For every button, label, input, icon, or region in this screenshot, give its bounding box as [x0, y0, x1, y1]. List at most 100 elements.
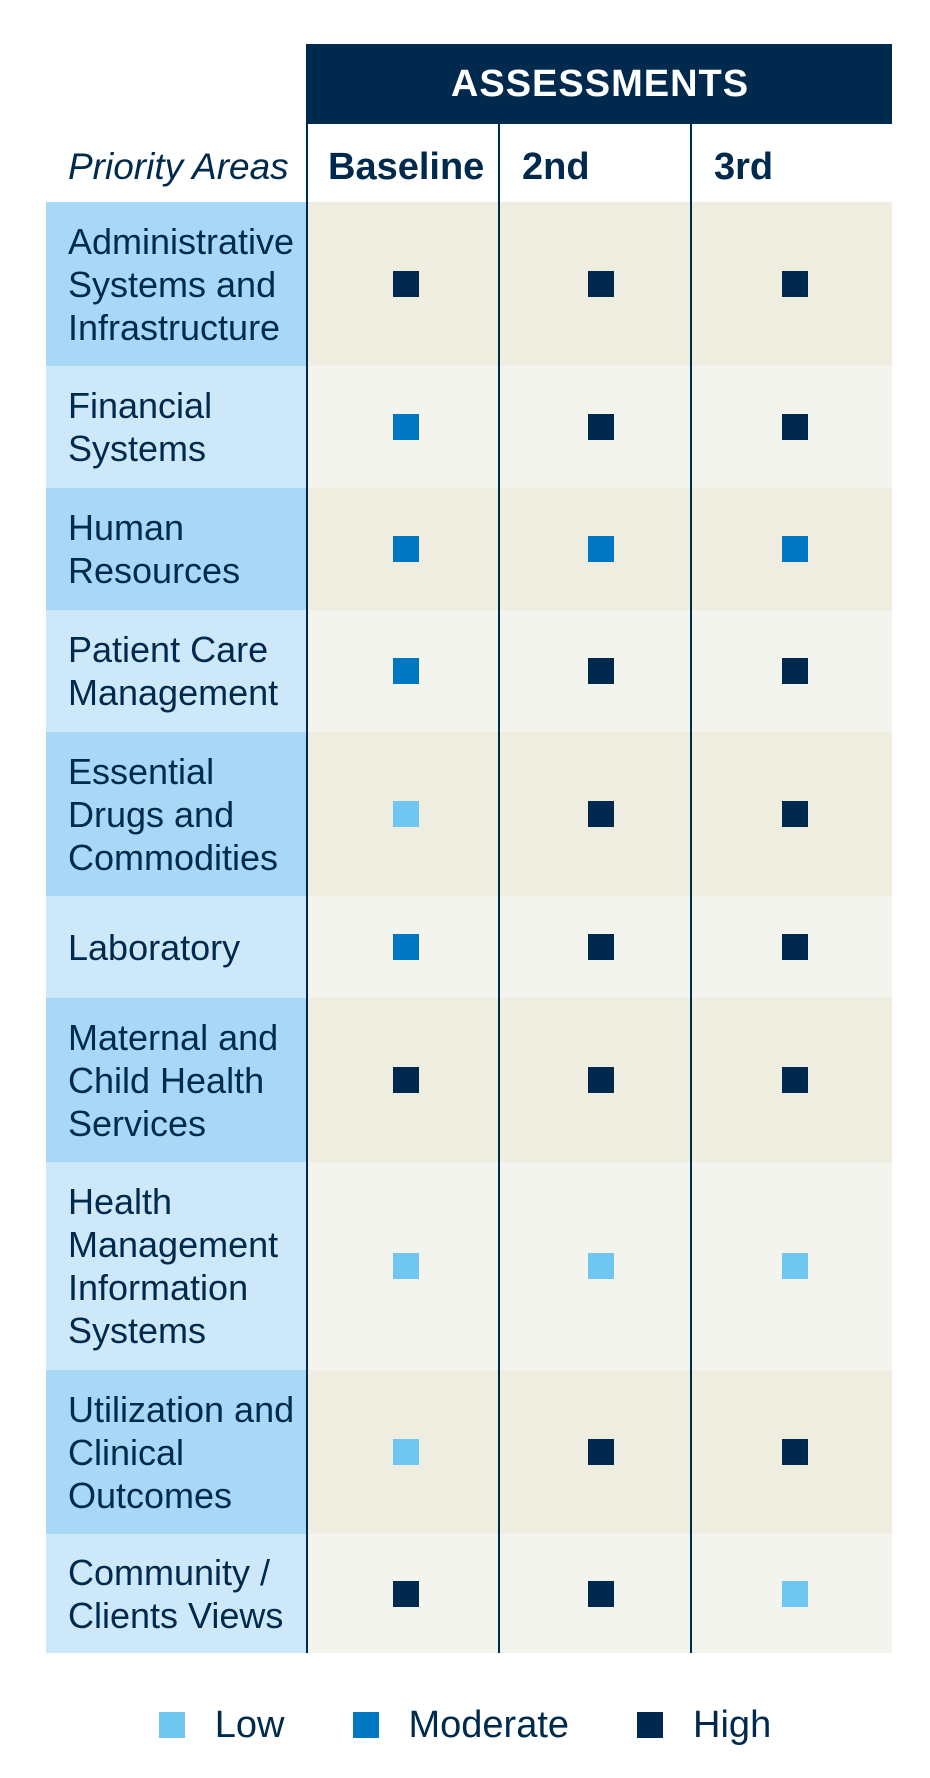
assessment-cell	[308, 732, 504, 896]
assessment-cell	[504, 998, 698, 1162]
rating-marker-high	[588, 1580, 614, 1607]
assessment-cell	[308, 202, 504, 366]
rating-marker-high	[588, 1067, 614, 1093]
assessment-cell	[308, 1534, 504, 1653]
rating-marker-low	[782, 1580, 808, 1607]
priority-area-label: Essential Drugs and Commodities	[46, 732, 308, 896]
legend-label-low: Low	[214, 1703, 285, 1746]
priority-area-label: Human Resources	[46, 488, 308, 610]
assessment-cells	[308, 610, 892, 732]
column-divider	[306, 44, 308, 1653]
rating-marker-low	[393, 1253, 419, 1279]
assessment-cell	[698, 896, 892, 998]
assessment-cell	[504, 202, 698, 366]
rating-marker-high	[393, 1580, 419, 1607]
rating-marker-high	[782, 1439, 808, 1465]
legend: Low Moderate High	[0, 1700, 930, 1750]
priority-area-label: Health Management Information Systems	[46, 1162, 308, 1370]
table-row: Maternal and Child Health Services	[46, 998, 892, 1162]
assessment-cell	[698, 1162, 892, 1370]
legend-item-low: Low	[158, 1703, 285, 1747]
assessments-header: ASSESSMENTS	[308, 44, 892, 124]
priority-area-label: Community / Clients Views	[46, 1534, 308, 1653]
assessment-cell	[504, 366, 698, 488]
column-header-3rd: 3rd	[714, 146, 774, 188]
table-row: Financial Systems	[46, 366, 892, 488]
priority-area-label: Financial Systems	[46, 366, 308, 488]
table-row: Human Resources	[46, 488, 892, 610]
assessment-cell	[698, 202, 892, 366]
table-row: Essential Drugs and Commodities	[46, 732, 892, 896]
assessment-cell	[698, 998, 892, 1162]
rating-marker-moderate	[393, 414, 419, 440]
legend-swatch-moderate	[352, 1712, 379, 1738]
rating-marker-moderate	[393, 934, 419, 960]
legend-swatch-low	[158, 1712, 185, 1738]
assessment-cell	[308, 1162, 504, 1370]
assessment-cell	[698, 488, 892, 610]
table-row: Administrative Systems and Infrastructur…	[46, 202, 892, 366]
assessment-cell	[698, 732, 892, 896]
assessment-cell	[698, 1534, 892, 1653]
assessment-cell	[308, 1370, 504, 1534]
rating-marker-high	[782, 271, 808, 297]
assessment-cell	[504, 896, 698, 998]
rating-marker-low	[588, 1253, 614, 1279]
legend-swatch-high	[637, 1712, 664, 1738]
rating-marker-high	[588, 414, 614, 440]
assessment-cell	[308, 488, 504, 610]
rating-marker-high	[782, 934, 808, 960]
priority-area-label: Administrative Systems and Infrastructur…	[46, 202, 308, 366]
assessment-cell	[698, 1370, 892, 1534]
assessment-cells	[308, 1370, 892, 1534]
column-header-2nd: 2nd	[522, 146, 590, 188]
assessment-cells	[308, 488, 892, 610]
priority-area-label: Maternal and Child Health Services	[46, 998, 308, 1162]
rating-marker-high	[588, 1439, 614, 1465]
legend-label-high: High	[693, 1703, 772, 1746]
rating-marker-high	[588, 801, 614, 827]
rating-marker-high	[393, 1067, 419, 1093]
assessment-cell	[698, 610, 892, 732]
assessment-cell	[308, 366, 504, 488]
assessment-cells	[308, 202, 892, 366]
table-row: Community / Clients Views	[46, 1534, 892, 1653]
column-divider	[498, 124, 500, 1653]
rating-marker-high	[588, 934, 614, 960]
assessment-cell	[504, 1370, 698, 1534]
assessment-cells	[308, 998, 892, 1162]
assessment-cells	[308, 732, 892, 896]
assessment-cell	[504, 1162, 698, 1370]
rating-marker-moderate	[782, 536, 808, 562]
legend-item-moderate: Moderate	[352, 1703, 570, 1747]
assessment-cell	[504, 610, 698, 732]
assessment-cells	[308, 366, 892, 488]
rating-marker-moderate	[588, 536, 614, 562]
rating-marker-high	[393, 271, 419, 297]
rating-marker-moderate	[393, 658, 419, 684]
rating-marker-high	[588, 658, 614, 684]
priority-area-label: Utilization and Clinical Outcomes	[46, 1370, 308, 1534]
priority-area-label: Laboratory	[46, 896, 308, 998]
table-row: Patient Care Management	[46, 610, 892, 732]
assessment-cell	[504, 488, 698, 610]
column-header-baseline: Baseline	[328, 146, 485, 188]
assessment-cell	[504, 1534, 698, 1653]
assessment-cells	[308, 1162, 892, 1370]
rating-marker-low	[393, 801, 419, 827]
assessment-cell	[504, 732, 698, 896]
rating-marker-high	[782, 801, 808, 827]
rating-marker-high	[782, 1067, 808, 1093]
assessment-cell	[308, 998, 504, 1162]
priority-area-label: Patient Care Management	[46, 610, 308, 732]
priority-areas-heading: Priority Areas	[68, 146, 289, 187]
assessment-cells	[308, 896, 892, 998]
table-row: Health Management Information Systems	[46, 1162, 892, 1370]
rating-marker-moderate	[393, 536, 419, 562]
table-row: Utilization and Clinical Outcomes	[46, 1370, 892, 1534]
column-divider	[690, 124, 692, 1653]
assessment-cell	[698, 366, 892, 488]
legend-label-moderate: Moderate	[408, 1703, 570, 1746]
rating-marker-high	[588, 271, 614, 297]
